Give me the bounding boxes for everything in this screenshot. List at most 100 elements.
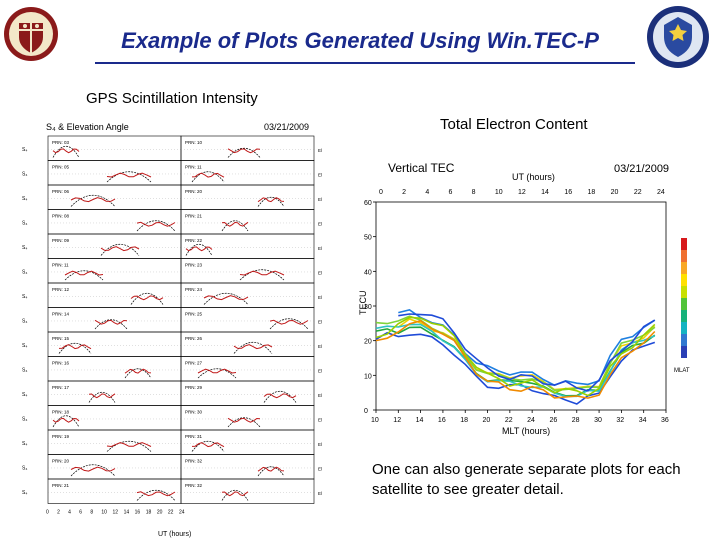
elevation-curve (257, 196, 285, 207)
s4-axis-label: S₄ (22, 417, 27, 423)
s4-series (52, 148, 80, 154)
prn-label: PRN: 31 (185, 434, 203, 439)
elevation-curve (70, 194, 116, 207)
tec-mlt-tick: 10 (371, 417, 379, 424)
s4-series (64, 270, 104, 276)
elevation-curve (263, 390, 297, 403)
tec-ut-tick: 6 (449, 189, 453, 196)
elevation-axis-label: El (318, 197, 322, 202)
prn-label: PRN: 06 (52, 189, 70, 194)
elevation-curve (191, 171, 225, 183)
s4-series (233, 344, 273, 350)
tec-ut-tick: 10 (495, 189, 503, 196)
elevation-curve (100, 243, 140, 256)
s4-series (185, 246, 213, 252)
elevation-curve (124, 368, 152, 379)
scint-x-tick: 12 (113, 510, 119, 516)
elevation-curve (58, 342, 92, 354)
s4-axis-label: S₄ (22, 221, 27, 227)
colorbar-segment (681, 346, 687, 358)
tec-mlt-tick: 18 (460, 417, 468, 424)
university-seal-icon (4, 7, 58, 61)
tec-y-tick: 0 (364, 408, 368, 415)
prn-label: PRN: 27 (185, 361, 203, 366)
prn-label: PRN: 20 (52, 459, 70, 464)
tec-mlt-tick: 26 (549, 417, 557, 424)
scint-panel (180, 478, 315, 504)
tec-series-line (375, 319, 656, 399)
elevation-curve (136, 489, 176, 501)
prn-label: PRN: 19 (52, 434, 70, 439)
air-force-seal-icon (647, 6, 709, 68)
tec-y-tick: 60 (364, 200, 372, 207)
tec-ut-label: UT (hours) (512, 172, 555, 182)
prn-label: PRN: 21 (52, 483, 70, 488)
tec-y-tick: 50 (364, 235, 372, 242)
prn-label: PRN: 29 (185, 385, 203, 390)
elevation-curve (221, 220, 249, 232)
tec-section-label: Total Electron Content (440, 116, 588, 133)
s4-series (197, 368, 237, 374)
tec-ut-tick: 22 (634, 189, 642, 196)
tec-ut-tick: 16 (564, 189, 572, 196)
elevation-curve (269, 318, 309, 330)
scint-x-tick: 20 (157, 510, 163, 516)
tec-figure-date: 03/21/2009 (614, 163, 669, 175)
tec-ut-tick: 0 (379, 189, 383, 196)
tec-y-tick: 40 (364, 269, 372, 276)
colorbar-segment (681, 310, 687, 322)
elevation-curve (185, 243, 213, 256)
elevation-curve (70, 464, 116, 477)
scint-x-tick: 16 (135, 510, 141, 516)
tec-y-tick: 30 (364, 304, 372, 311)
tec-y-label: TECU (358, 291, 368, 316)
elevation-curve (197, 368, 237, 379)
tec-mlt-tick: 24 (527, 417, 535, 424)
colorbar-label: MLAT (674, 368, 690, 374)
prn-label: PRN: 09 (52, 238, 70, 243)
s4-axis-label: S₄ (22, 147, 27, 153)
scint-x-tick: 10 (101, 510, 107, 516)
elevation-curve (64, 270, 104, 281)
prn-label: PRN: 10 (185, 140, 203, 145)
tec-ut-tick: 20 (611, 189, 619, 196)
prn-label: PRN: 22 (185, 238, 203, 243)
tec-mlt-tick: 36 (661, 417, 669, 424)
s4-series (136, 221, 176, 227)
colorbar-segment (681, 262, 687, 274)
tec-mlt-tick: 34 (639, 417, 647, 424)
prn-label: PRN: 26 (185, 336, 203, 341)
tec-mlt-tick: 16 (438, 417, 446, 424)
prn-label: PRN: 23 (185, 263, 203, 268)
scint-x-tick: 6 (79, 510, 82, 516)
prn-label: PRN: 05 (52, 165, 70, 170)
tec-y-tick: 20 (364, 339, 372, 346)
prn-label: PRN: 21 (185, 214, 203, 219)
elevation-axis-label: El (318, 442, 322, 447)
tec-mlt-tick: 30 (594, 417, 602, 424)
elevation-axis-label: El (318, 271, 322, 276)
elevation-axis-label: El (318, 320, 322, 325)
s4-series (136, 491, 176, 497)
elevation-curve (221, 489, 249, 501)
tec-series-line (375, 323, 656, 398)
elevation-curve (130, 292, 164, 305)
s4-series (191, 172, 225, 178)
s4-series (58, 344, 92, 350)
scint-x-tick: 4 (68, 510, 71, 516)
tec-mlt-tick: 22 (505, 417, 513, 424)
tec-ut-tick: 12 (518, 189, 526, 196)
tec-ut-tick: 2 (402, 189, 406, 196)
tec-mlt-tick: 20 (483, 417, 491, 424)
elevation-curve (227, 417, 261, 428)
scint-x-tick: 24 (179, 510, 185, 516)
colorbar-segment (681, 298, 687, 310)
tec-series-line (375, 316, 656, 397)
s4-series (130, 295, 164, 301)
s4-series (94, 319, 128, 325)
scint-x-tick: 0 (46, 510, 49, 516)
prn-label: PRN: 30 (185, 410, 203, 415)
s4-axis-label: S₄ (22, 441, 27, 447)
s4-axis-label: S₄ (22, 368, 27, 374)
